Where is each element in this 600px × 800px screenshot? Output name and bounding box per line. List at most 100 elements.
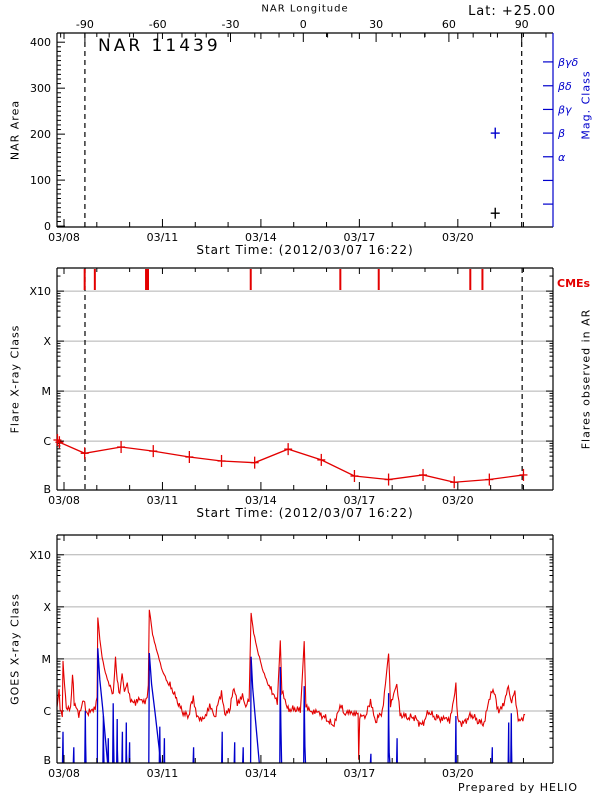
y-tick-label: X10 (29, 549, 51, 562)
lon-tick-label: 60 (442, 18, 456, 31)
flare-marker (217, 454, 226, 467)
mag-class-axis-label: Mag. Class (579, 70, 593, 140)
area-tick-label: 400 (30, 36, 51, 49)
goes-short-channel-spike (221, 731, 224, 763)
nar-area-axis-label: NAR Area (8, 99, 22, 161)
x-tick-label: 03/20 (442, 494, 474, 507)
flare-marker (55, 436, 64, 449)
goes-short-channel-spike (491, 747, 494, 763)
goes-short-channel-spike (158, 726, 162, 763)
x-tick-label: 03/08 (48, 767, 80, 780)
flare-marker (519, 468, 528, 481)
mag-class-tick-label: β (557, 127, 565, 140)
lon-tick-label: 30 (369, 18, 383, 31)
x-tick-label: 03/11 (147, 231, 179, 244)
flare-marker (450, 476, 459, 489)
y-tick-label: B (43, 754, 51, 767)
goes-short-channel-spike (84, 710, 87, 763)
area-tick-label: 100 (30, 174, 51, 187)
flare-marker (149, 445, 158, 458)
flare-marker (284, 443, 293, 456)
flare-marker (350, 470, 359, 483)
mag-class-tick-label: βγδ (557, 56, 579, 69)
mag-class-tick-label: α (558, 151, 566, 164)
top-axis-title: NAR Longitude (261, 3, 349, 15)
flares-observed-axis-label: Flares observed in AR (579, 308, 593, 450)
flare-marker (53, 434, 62, 447)
x-tick-label: 03/11 (147, 767, 179, 780)
goes-short-channel-spike (303, 686, 307, 763)
goes-short-channel-spike (387, 693, 391, 763)
y-tick-label: M (42, 385, 52, 398)
area-tick-label: 200 (30, 128, 51, 141)
goes-short-channel-spike (369, 753, 372, 763)
goes-short-channel-spike (148, 652, 162, 763)
flare-marker (250, 456, 259, 469)
mag-class-marker (490, 127, 500, 139)
goes-short-channel-spike (507, 722, 510, 763)
flare-xray-axis-label: Flare X-ray Class (8, 324, 22, 434)
goes-short-channel-spike (102, 715, 105, 763)
cmes-label: CMEs (557, 277, 591, 290)
goes-short-channel-spike (72, 747, 75, 763)
page-title: NAR 11439 (98, 36, 221, 56)
goes-short-channel-spike (192, 747, 195, 763)
flare-marker (419, 468, 428, 481)
goes-short-channel-spike (395, 738, 399, 763)
goes-short-channel-spike (279, 666, 283, 763)
goes-short-channel-spike (107, 738, 110, 763)
goes-short-channel-spike (128, 742, 131, 763)
nar-area-marker (490, 207, 500, 219)
x-tick-label: 03/20 (442, 231, 474, 244)
y-tick-label: X10 (29, 285, 51, 298)
goes-short-channel-spike (163, 738, 166, 763)
flare-marker (317, 453, 326, 466)
goes-short-channel-spike (125, 722, 128, 763)
flare-marker (80, 447, 89, 460)
flare-marker (384, 473, 393, 486)
x-tick-label: 03/08 (48, 231, 80, 244)
flare-panel: X10 X M C B03/08 03/11 03/14 03/17 03/20 (29, 267, 554, 507)
start-time-label-middle: Start Time: (2012/03/07 16:22) (196, 506, 414, 520)
lon-tick-label: 0 (300, 18, 307, 31)
y-tick-label: C (43, 705, 51, 718)
lon-tick-label: -60 (149, 18, 167, 31)
x-tick-label: 03/14 (245, 231, 277, 244)
x-tick-label: 03/11 (147, 494, 179, 507)
latitude-label: Lat: +25.00 (468, 4, 556, 19)
goes-short-channel-spike (454, 715, 457, 763)
flare-marker (485, 473, 494, 486)
lon-tick-label: 90 (515, 18, 529, 31)
mag-class-tick-label: βδ (557, 80, 572, 93)
goes-short-channel-spike (116, 718, 119, 763)
goes-xray-axis-label: GOES X-ray Class (8, 593, 22, 705)
goes-short-channel-spike (121, 731, 124, 763)
start-time-label-top: Start Time: (2012/03/07 16:22) (196, 243, 414, 257)
flare-marker (185, 451, 194, 464)
x-tick-label: 03/08 (48, 494, 80, 507)
x-tick-label: 03/14 (245, 494, 277, 507)
flare-marker (117, 441, 126, 454)
flare-line (57, 439, 524, 483)
y-tick-label: B (43, 483, 51, 496)
goes-long-channel-line (57, 609, 526, 760)
lon-tick-label: -30 (222, 18, 240, 31)
y-tick-label: X (43, 601, 51, 614)
goes-short-channel-spike (61, 731, 65, 763)
x-tick-label: 03/17 (344, 767, 376, 780)
goes-short-channel-spike (112, 703, 115, 763)
credit-label: Prepared by HELIO (458, 781, 578, 794)
mag-class-tick-label: βγ (557, 103, 572, 116)
x-tick-label: 03/17 (344, 231, 376, 244)
x-tick-label: 03/17 (344, 494, 376, 507)
y-tick-label: M (42, 653, 52, 666)
nar-panel: -90 -60 -30 0 30 60 90 0 100 200 300 400 03/08 03/11 0… (30, 18, 579, 244)
area-tick-label: 0 (44, 220, 51, 233)
goes-short-channel-spike (233, 742, 236, 763)
x-tick-label: 03/14 (245, 767, 277, 780)
goes-short-channel-spike (249, 656, 260, 763)
y-tick-label: C (43, 435, 51, 448)
x-tick-label: 03/20 (442, 767, 474, 780)
